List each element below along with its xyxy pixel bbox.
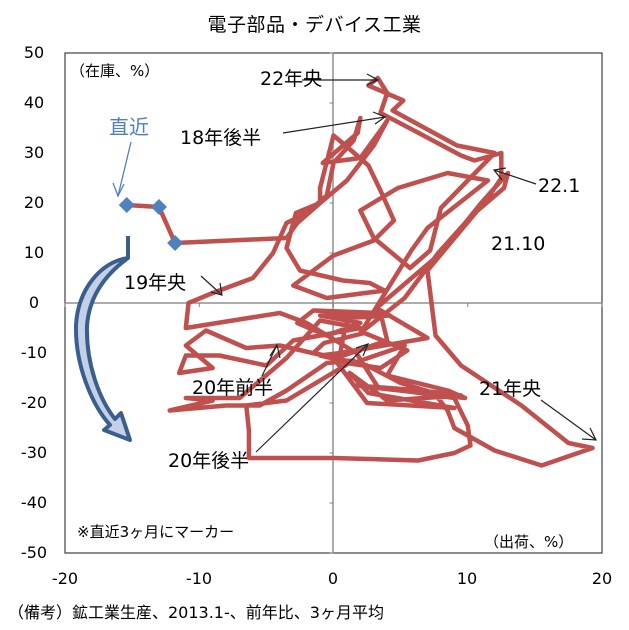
annotation-21-mid: 21年央 <box>479 378 542 400</box>
annotation-21-10: 21.10 <box>491 233 546 255</box>
x-tick-label: 0 <box>327 569 339 588</box>
annotation-arrows <box>200 73 598 453</box>
y-tick-label: 20 <box>23 193 45 212</box>
marker-note: ※直近3ヶ月にマーカー <box>77 523 235 541</box>
direction-arrow-icon <box>73 236 132 442</box>
annotation-20-h1: 20年前半 <box>192 377 274 399</box>
recent-markers <box>118 197 184 251</box>
recent-pointer <box>112 141 132 198</box>
y-tick-label: 30 <box>23 143 45 162</box>
y-tick-label: 40 <box>23 93 45 112</box>
annotation-22-1: 22.1 <box>538 175 581 197</box>
x-tick-label: 10 <box>456 569 478 588</box>
recent-label: 直近 <box>109 115 149 139</box>
x-tick-label: -20 <box>51 569 79 588</box>
y-tick-label: -40 <box>20 493 48 512</box>
footnote: （備考）鉱工業生産、2013.1-、前年比、3ヶ月平均 <box>8 603 384 622</box>
x-axis-unit-label: （出荷、%） <box>484 533 574 551</box>
y-axis-unit-label: （在庫、%） <box>70 62 160 80</box>
y-tick-label: -10 <box>20 343 48 362</box>
y-tick-label: -30 <box>20 443 48 462</box>
recent-line <box>126 202 287 246</box>
y-tick-label: -50 <box>20 543 48 562</box>
y-tick-label: 10 <box>23 243 45 262</box>
recent-marker <box>118 197 135 213</box>
trajectory-line <box>167 75 595 468</box>
x-tick-label: -10 <box>185 569 213 588</box>
y-tick-label: 50 <box>23 43 45 62</box>
y-tick-label: -20 <box>20 393 48 412</box>
annotation-20-h2: 20年後半 <box>168 450 250 472</box>
y-tick-label: 0 <box>28 293 40 312</box>
chart-title: 電子部品・デバイス工業 <box>207 14 422 36</box>
annotation-19-mid: 19年央 <box>124 272 187 294</box>
recent-marker <box>167 235 184 251</box>
recent-marker <box>150 199 167 215</box>
annotation-22-mid: 22年央 <box>260 68 323 90</box>
annotation-18-h2: 18年後半 <box>180 127 262 149</box>
x-tick-label: 20 <box>591 569 613 588</box>
